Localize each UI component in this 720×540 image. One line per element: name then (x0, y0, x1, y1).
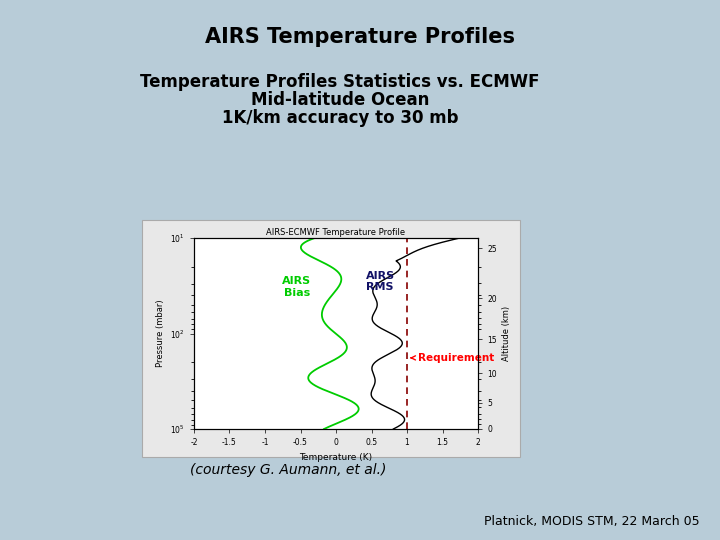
Text: AIRS
Bias: AIRS Bias (282, 276, 312, 298)
Text: Mid-latitude Ocean: Mid-latitude Ocean (251, 91, 429, 109)
Text: $10^1$: $10^1$ (149, 230, 165, 242)
Text: Temperature Profiles Statistics vs. ECMWF: Temperature Profiles Statistics vs. ECMW… (140, 73, 540, 91)
Text: AIRS
RMS: AIRS RMS (366, 271, 395, 292)
Text: 1K/km accuracy to 30 mb: 1K/km accuracy to 30 mb (222, 109, 458, 127)
X-axis label: Temperature (K): Temperature (K) (300, 453, 372, 462)
Title: AIRS-ECMWF Temperature Profile: AIRS-ECMWF Temperature Profile (266, 228, 405, 237)
Text: Platnick, MODIS STM, 22 March 05: Platnick, MODIS STM, 22 March 05 (485, 516, 700, 529)
Text: AIRS Temperature Profiles: AIRS Temperature Profiles (205, 27, 515, 47)
Y-axis label: Altitude (km): Altitude (km) (503, 306, 511, 361)
Text: Requirement: Requirement (411, 353, 494, 363)
Text: (courtesy G. Aumann, et al.): (courtesy G. Aumann, et al.) (190, 463, 386, 477)
Y-axis label: Pressure (mbar): Pressure (mbar) (156, 300, 165, 367)
